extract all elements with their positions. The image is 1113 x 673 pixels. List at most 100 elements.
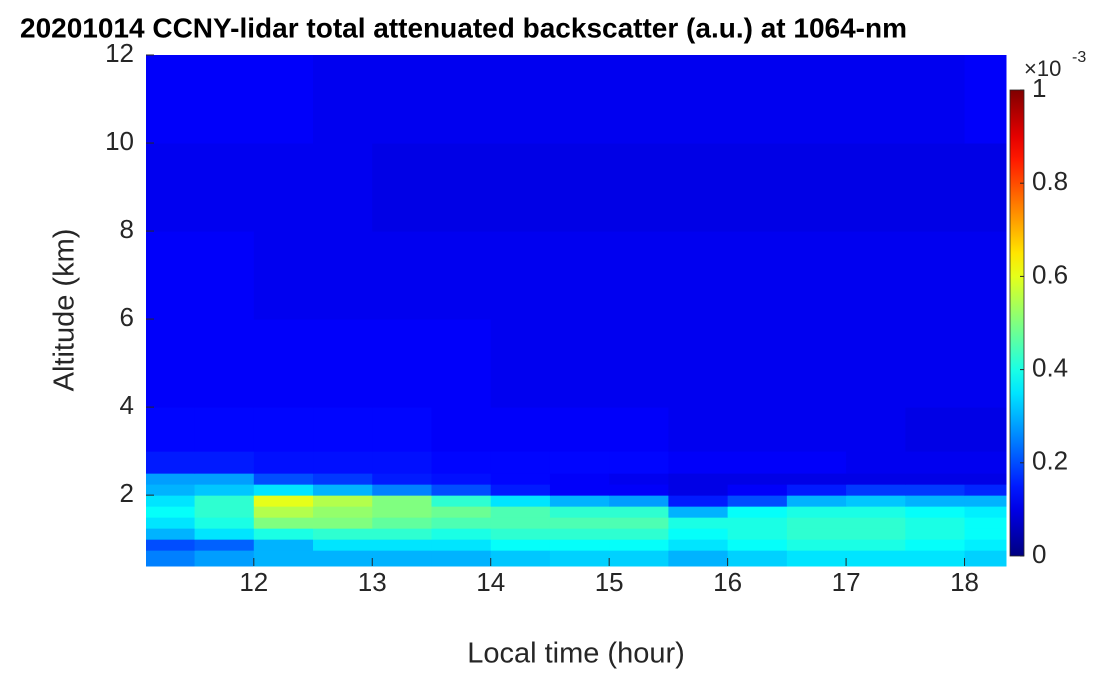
heatmap-cell: [549, 550, 610, 567]
heatmap-cell: [786, 506, 847, 518]
heatmap-cell: [727, 484, 788, 496]
heatmap-cell: [490, 319, 551, 408]
x-tick-label: 14: [476, 567, 505, 597]
heatmap-cell: [313, 517, 373, 529]
x-tick-label: 13: [358, 567, 387, 597]
y-tick-label: 12: [105, 38, 134, 68]
heatmap-cell: [846, 484, 906, 496]
heatmap-cell: [846, 55, 906, 144]
colorbar-tick-label: 0.6: [1032, 259, 1068, 289]
heatmap-cell: [372, 484, 432, 496]
heatmap-cell: [194, 484, 255, 496]
heatmap-cell: [964, 517, 1007, 529]
heatmap-cell: [609, 407, 669, 452]
heatmap-cell: [668, 451, 729, 474]
heatmap-cell: [146, 495, 196, 507]
heatmap-cell: [668, 484, 729, 496]
heatmap-cell: [313, 55, 373, 144]
x-tick-label: 15: [595, 567, 624, 597]
heatmap-cell: [490, 143, 551, 232]
heatmap-cell: [431, 143, 492, 232]
heatmap-cell: [727, 539, 788, 551]
heatmap-cell: [146, 451, 196, 474]
heatmap-cell: [668, 473, 729, 485]
heatmap-cell: [372, 451, 432, 474]
heatmap-cell: [313, 473, 373, 485]
heatmap-cell: [786, 451, 847, 474]
heatmap-cell: [490, 231, 551, 320]
heatmap: [146, 55, 1007, 567]
heatmap-cell: [490, 407, 551, 452]
heatmap-cell: [609, 319, 669, 408]
heatmap-cell: [668, 495, 729, 507]
heatmap-cell: [194, 143, 255, 232]
heatmap-cell: [609, 451, 669, 474]
colorbar-multiplier: ×10: [1024, 56, 1061, 81]
heatmap-cell: [431, 517, 492, 529]
heatmap-cell: [549, 539, 610, 551]
heatmap-cell: [905, 55, 966, 144]
heatmap-cell: [313, 231, 373, 320]
heatmap-cell: [846, 495, 906, 507]
heatmap-cell: [964, 506, 1007, 518]
heatmap-cell: [490, 550, 551, 567]
heatmap-cell: [146, 143, 196, 232]
heatmap-cell: [846, 319, 906, 408]
colorbar-tick-label: 0: [1032, 539, 1046, 569]
y-tick-label: 8: [120, 214, 134, 244]
heatmap-cell: [549, 484, 610, 496]
heatmap-cell: [194, 319, 255, 408]
heatmap-cell: [372, 473, 432, 485]
heatmap-cell: [313, 484, 373, 496]
colorbar-tick-label: 0.4: [1032, 352, 1068, 382]
heatmap-cell: [727, 55, 788, 144]
heatmap-cell: [431, 231, 492, 320]
colorbar: [1009, 89, 1025, 557]
heatmap-cell: [146, 484, 196, 496]
heatmap-cell: [846, 539, 906, 551]
x-tick-label: 12: [239, 567, 268, 597]
heatmap-cell: [549, 506, 610, 518]
y-tick-label: 10: [105, 126, 134, 156]
heatmap-cell: [194, 231, 255, 320]
heatmap-cell: [490, 484, 551, 496]
heatmap-cell: [609, 231, 669, 320]
heatmap-cell: [786, 517, 847, 529]
heatmap-cell: [846, 407, 906, 452]
heatmap-cell: [549, 517, 610, 529]
heatmap-cell: [313, 319, 373, 408]
heatmap-cell: [786, 528, 847, 540]
heatmap-cell: [253, 495, 314, 507]
x-tick-label: 18: [950, 567, 979, 597]
heatmap-cell: [431, 451, 492, 474]
heatmap-cell: [786, 539, 847, 551]
heatmap-cell: [727, 550, 788, 567]
heatmap-cell: [146, 231, 196, 320]
heatmap-cell: [727, 473, 788, 485]
heatmap-cell: [372, 231, 432, 320]
heatmap-cell: [964, 550, 1007, 567]
x-axis-label: Local time (hour): [467, 638, 685, 670]
heatmap-cell: [146, 517, 196, 529]
heatmap-cell: [146, 407, 196, 452]
heatmap-cell: [431, 550, 492, 567]
heatmap-cell: [253, 55, 314, 144]
heatmap-cell: [194, 495, 255, 507]
heatmap-cell: [846, 550, 906, 567]
heatmap-cell: [253, 231, 314, 320]
heatmap-cell: [372, 495, 432, 507]
heatmap-cell: [490, 539, 551, 551]
heatmap-cell: [313, 451, 373, 474]
heatmap-cell: [549, 319, 610, 408]
heatmap-cell: [549, 407, 610, 452]
heatmap-cell: [846, 143, 906, 232]
heatmap-cell: [549, 451, 610, 474]
heatmap-cell: [490, 473, 551, 485]
heatmap-cell: [905, 473, 966, 485]
heatmap-cell: [964, 407, 1007, 452]
heatmap-cell: [431, 407, 492, 452]
heatmap-cell: [431, 539, 492, 551]
heatmap-cell: [786, 407, 847, 452]
heatmap-cell: [668, 55, 729, 144]
